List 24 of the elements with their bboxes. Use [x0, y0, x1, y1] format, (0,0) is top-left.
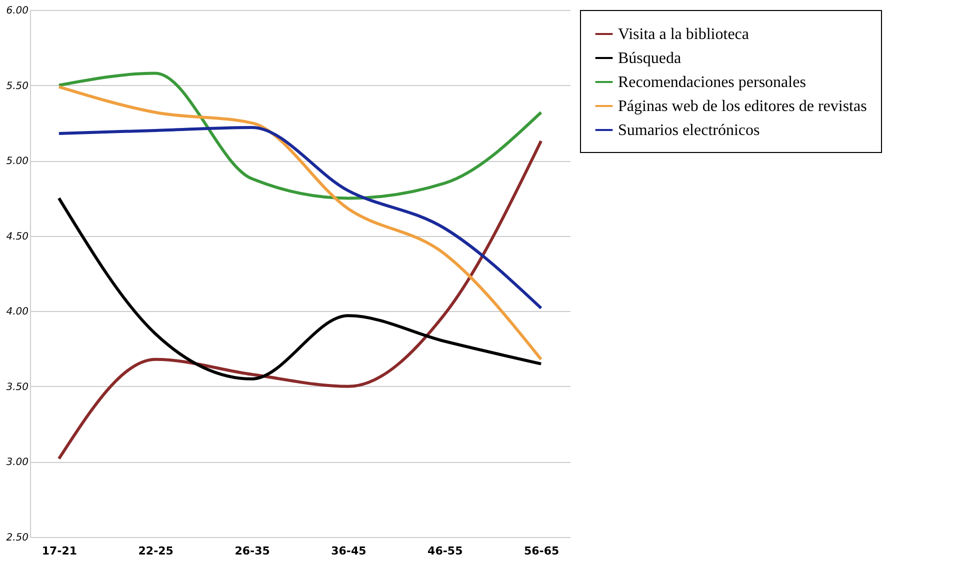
x-tick-label: 22-25: [138, 544, 174, 558]
y-tick-label: 4.00: [6, 306, 28, 318]
y-tick-label: 5.00: [6, 156, 28, 168]
line-series: [57, 72, 543, 200]
x-tick-label: 46-55: [428, 544, 463, 558]
line-series: [57, 126, 543, 310]
x-tick-label: 56-65: [524, 544, 560, 558]
line-series: [57, 196, 543, 380]
y-tick-label: 6.00: [6, 6, 28, 16]
legend-label: Sumarios electrónicos: [618, 122, 760, 139]
y-tick-label: 3.00: [6, 457, 28, 468]
legend-label: Recomendaciones personales: [618, 74, 806, 91]
line-series: [57, 139, 543, 460]
y-tick-label: 2.50: [6, 532, 28, 544]
line-series: [57, 85, 543, 361]
legend-label: Visita a la biblioteca: [618, 26, 749, 43]
legend-label: Búsqueda: [618, 50, 682, 67]
x-tick-label: 17-21: [42, 544, 78, 558]
y-tick-label: 5.50: [6, 80, 28, 92]
x-tick-label: 26-35: [234, 544, 270, 558]
y-tick-label: 4.50: [6, 231, 28, 242]
legend-label: Páginas web de los editores de revistas: [618, 98, 867, 115]
x-tick-label: 36-45: [331, 544, 366, 558]
y-tick-label: 3.50: [6, 382, 28, 393]
